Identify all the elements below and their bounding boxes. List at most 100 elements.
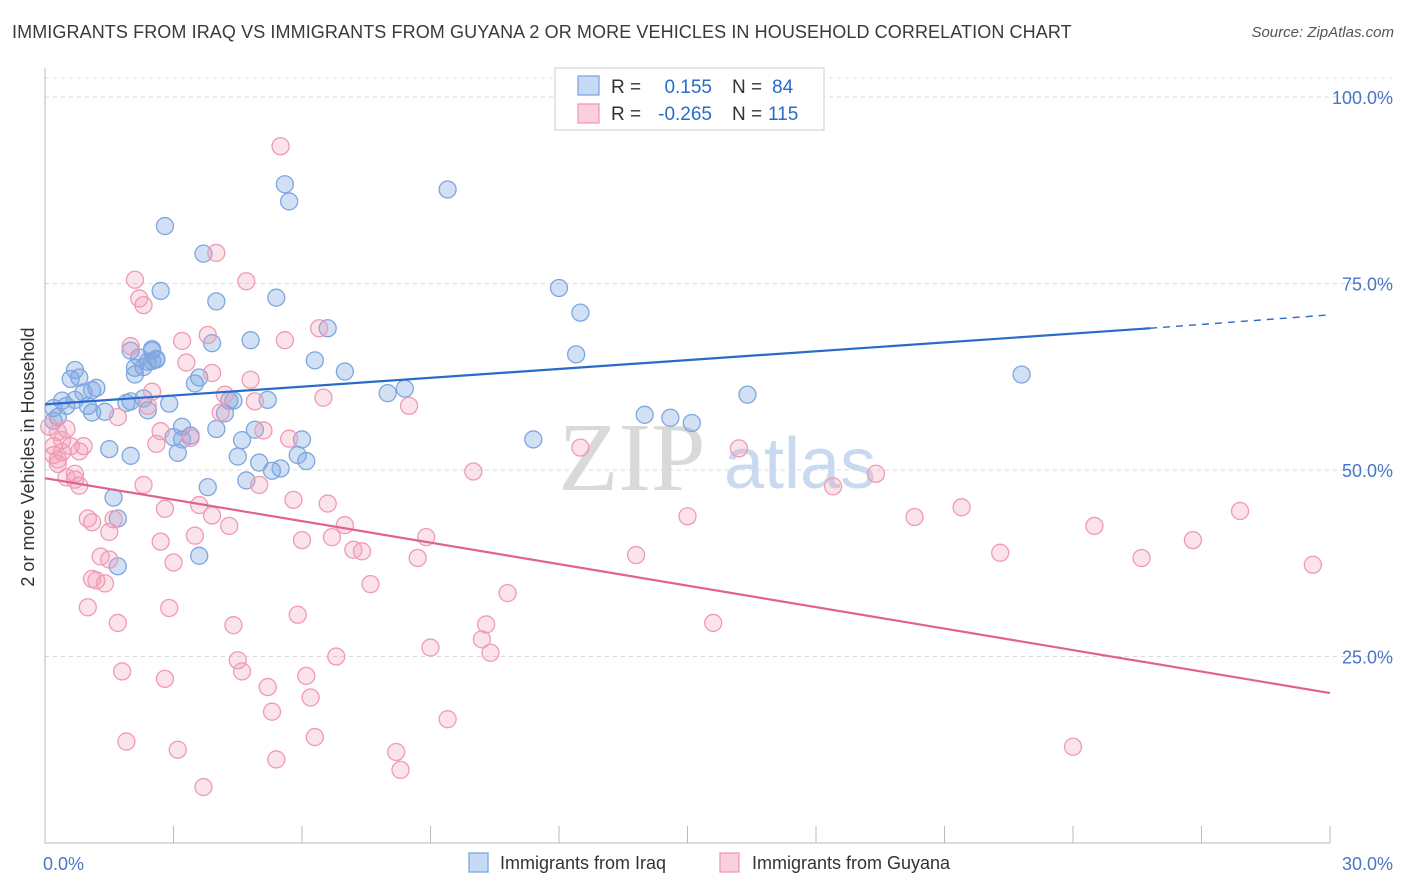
guyana-point-64	[262, 702, 282, 721]
iraq-trendline-extension	[1150, 314, 1331, 329]
guyana-point-65	[267, 750, 286, 769]
guyana-point-106	[1063, 737, 1083, 756]
iraq-point-74	[438, 180, 457, 199]
guyana-point-39	[155, 669, 175, 689]
guyana-point-73	[301, 688, 320, 707]
y-tick-label-1: 50.0%	[1342, 461, 1393, 481]
iraq-point-47	[198, 478, 217, 497]
guyana-point-33	[134, 475, 153, 495]
guyana-point-50	[202, 363, 222, 383]
guyana-point-99	[704, 613, 723, 633]
guyana-point-15	[74, 436, 93, 456]
guyana-point-58	[237, 272, 256, 291]
guyana-point-61	[250, 475, 269, 495]
iraq-point-75	[524, 430, 543, 449]
guyana-point-95	[498, 583, 517, 603]
guyana-point-77	[318, 494, 337, 513]
guyana-point-29	[121, 337, 140, 356]
guyana-point-49	[198, 325, 217, 345]
guyana-point-17	[82, 513, 102, 532]
y-tick-label-2: 75.0%	[1342, 275, 1393, 295]
chart-source: Source: ZipAtlas.com	[1251, 24, 1394, 41]
trendlines	[44, 314, 1331, 695]
guyana-point-26	[108, 613, 127, 633]
guyana-point-38	[155, 499, 175, 518]
guyana-point-100	[729, 439, 749, 458]
iraq-point-77	[566, 345, 586, 364]
guyana-point-112	[100, 522, 119, 542]
legend-n-label-guyana: N =	[732, 104, 762, 125]
guyana-point-91	[464, 462, 483, 481]
guyana-point-85	[391, 760, 410, 780]
legend-box	[554, 67, 825, 131]
guyana-point-51	[207, 243, 226, 263]
guyana-point-71	[292, 530, 312, 550]
iraq-point-80	[661, 408, 680, 427]
guyana-point-25	[108, 407, 127, 427]
guyana-point-32	[134, 295, 153, 315]
guyana-point-104	[952, 498, 971, 517]
iraq-point-65	[279, 192, 299, 211]
iraq-point-46	[190, 546, 209, 565]
iraq-point-67	[292, 430, 312, 449]
guyana-point-59	[241, 370, 260, 389]
iraq-point-50	[207, 419, 226, 439]
guyana-point-28	[117, 732, 136, 751]
guyana-point-96	[571, 438, 590, 457]
guyana-point-23	[100, 550, 119, 569]
guyana-point-44	[177, 353, 196, 372]
legend-r-value-iraq: 0.155	[664, 77, 712, 98]
legend-n-value-guyana: 115	[768, 104, 798, 125]
iraq-point-15	[100, 439, 119, 459]
guyana-point-107	[1085, 516, 1104, 536]
guyana-point-22	[95, 574, 115, 593]
iraq-point-31	[138, 401, 157, 420]
guyana-point-57	[232, 662, 252, 681]
watermark-zip: ZIP	[559, 404, 706, 512]
iraq-point-68	[297, 451, 316, 471]
guyana-point-41	[164, 553, 183, 572]
guyana-point-114	[202, 506, 222, 525]
guyana-point-5	[48, 454, 67, 474]
iraq-point-79	[635, 405, 654, 424]
iraq-point-49	[207, 292, 226, 311]
guyana-point-43	[172, 331, 192, 351]
stats-legend: R = 0.155 N = 84 R = -0.265 N = 115	[554, 67, 825, 131]
x-tick-labels: 0.0% 30.0%	[43, 854, 1393, 874]
guyana-point-55	[224, 616, 243, 635]
guyana-point-86	[399, 396, 419, 415]
guyana-point-40	[160, 598, 179, 618]
iraq-point-73	[395, 379, 414, 398]
guyana-point-75	[309, 319, 329, 338]
x-tick-label-1: 30.0%	[1342, 854, 1393, 874]
iraq-point-64	[275, 175, 295, 194]
guyana-point-93	[477, 615, 496, 634]
guyana-point-105	[991, 543, 1010, 562]
guyana-point-113	[151, 532, 170, 551]
iraq-point-78	[571, 303, 590, 322]
guyana-point-76	[314, 388, 333, 407]
legend-n-value-iraq: 84	[772, 77, 794, 98]
series-legend: Immigrants from Iraq Immigrants from Guy…	[468, 852, 951, 873]
iraq-series	[44, 175, 1031, 576]
bottom-legend-swatch-guyana	[719, 852, 740, 873]
legend-n-label-iraq: N =	[732, 77, 762, 98]
guyana-series	[40, 137, 1323, 797]
legend-swatch-guyana	[577, 103, 600, 124]
guyana-point-108	[1132, 548, 1151, 568]
iraq-point-82	[738, 385, 757, 404]
guyana-point-69	[284, 490, 303, 509]
legend-r-label-iraq: R =	[611, 77, 641, 98]
legend-r-value-guyana: -0.265	[658, 104, 712, 125]
guyana-point-97	[626, 545, 646, 565]
iraq-point-54	[228, 447, 247, 466]
y-tick-labels: 25.0% 50.0% 75.0% 100.0%	[1332, 88, 1393, 668]
y-tick-label-0: 25.0%	[1342, 648, 1393, 668]
iraq-point-37	[160, 394, 179, 413]
x-tick-label-0: 0.0%	[43, 854, 84, 874]
guyana-point-53	[215, 385, 235, 404]
guyana-point-27	[112, 662, 132, 681]
iraq-point-57	[241, 331, 260, 350]
iraq-point-20	[121, 446, 140, 465]
